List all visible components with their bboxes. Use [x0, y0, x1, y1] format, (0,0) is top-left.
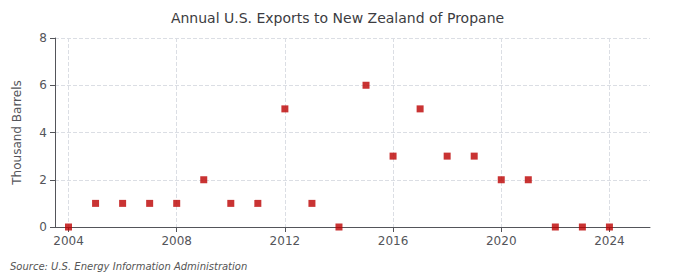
svg-text:8: 8 — [39, 31, 47, 45]
svg-text:Thousand Barrels: Thousand Barrels — [10, 80, 24, 185]
svg-text:6: 6 — [39, 78, 47, 92]
svg-text:Source: U.S. Energy Informatio: Source: U.S. Energy Information Administ… — [10, 261, 247, 272]
svg-text:2008: 2008 — [161, 234, 192, 248]
svg-text:2004: 2004 — [53, 234, 84, 248]
svg-text:2012: 2012 — [270, 234, 301, 248]
svg-text:2: 2 — [39, 173, 47, 187]
svg-text:2016: 2016 — [378, 234, 409, 248]
svg-text:4: 4 — [39, 126, 47, 140]
svg-text:Annual U.S. Exports to New Zea: Annual U.S. Exports to New Zealand of Pr… — [171, 10, 504, 26]
svg-text:0: 0 — [39, 220, 47, 234]
svg-text:2024: 2024 — [594, 234, 625, 248]
svg-text:2020: 2020 — [486, 234, 517, 248]
